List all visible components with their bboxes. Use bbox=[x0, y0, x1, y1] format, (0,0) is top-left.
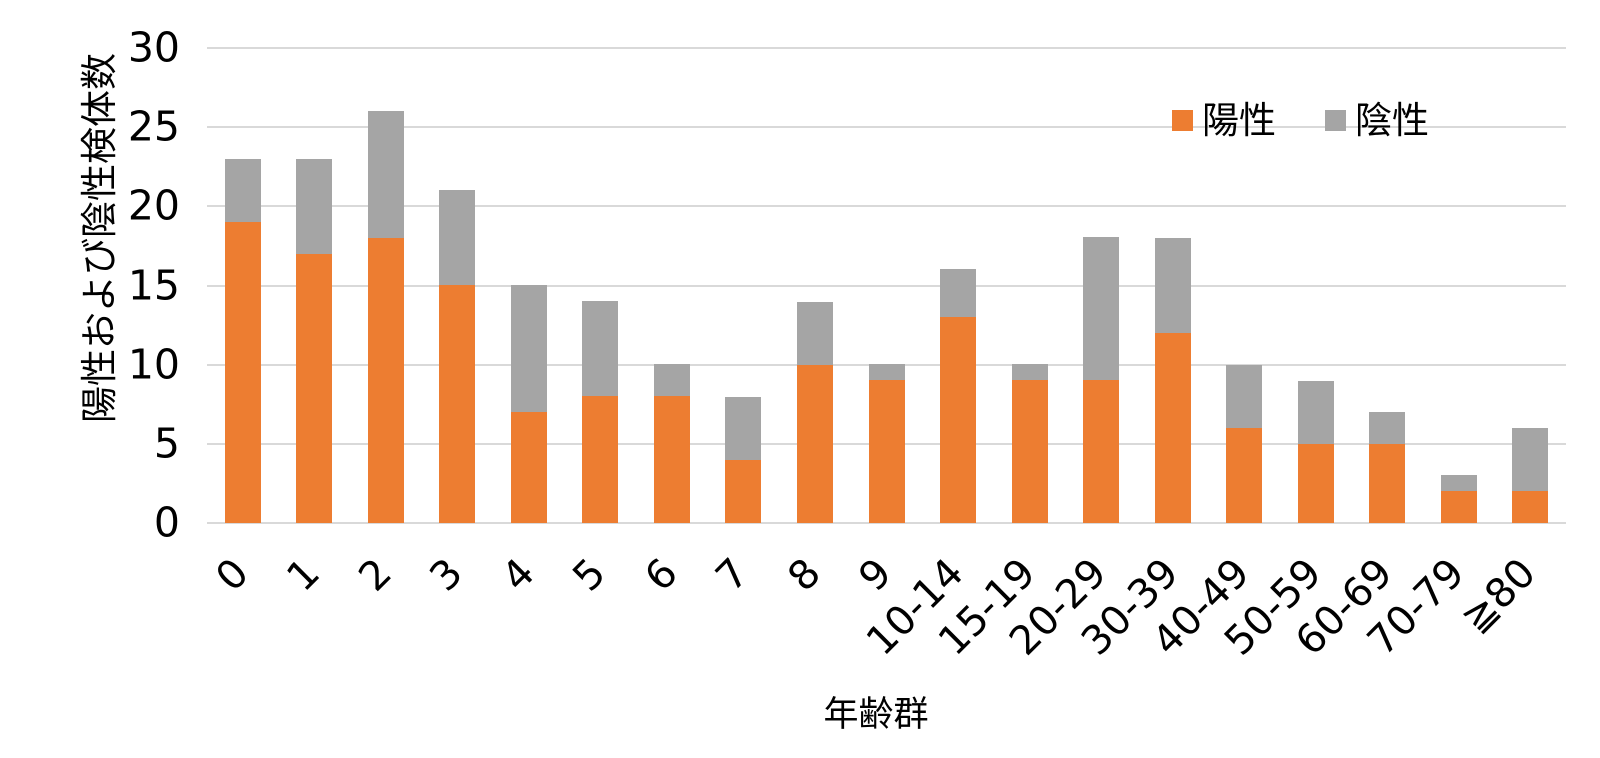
bar-segment-negative bbox=[940, 269, 976, 317]
x-axis-tick-label: 0 bbox=[206, 549, 258, 601]
gridline bbox=[207, 285, 1566, 287]
bar-segment-negative bbox=[869, 364, 905, 380]
bar-segment-negative bbox=[725, 397, 761, 460]
legend-swatch-positive bbox=[1172, 110, 1193, 131]
y-axis-tick-label: 30 bbox=[127, 23, 180, 72]
bar-segment-negative bbox=[439, 190, 475, 285]
bar-segment-positive bbox=[654, 396, 690, 523]
bar-segment-positive bbox=[1512, 491, 1548, 523]
bar-segment-positive bbox=[1155, 333, 1191, 523]
x-axis-tick-label: 3 bbox=[420, 549, 472, 601]
bar-segment-positive bbox=[725, 460, 761, 523]
bar-segment-negative bbox=[1155, 238, 1191, 333]
y-axis-tick-label: 5 bbox=[153, 419, 180, 468]
bar-segment-positive bbox=[1298, 444, 1334, 523]
bar-segment-negative bbox=[797, 302, 833, 365]
bar-segment-positive bbox=[582, 396, 618, 523]
bar-segment-negative bbox=[1012, 364, 1048, 380]
x-axis-tick-label: 7 bbox=[706, 549, 758, 601]
bar-segment-negative bbox=[1369, 412, 1405, 444]
y-axis-tick-label: 20 bbox=[127, 181, 180, 230]
bar-segment-negative bbox=[511, 285, 547, 412]
x-axis-tick-label: 2 bbox=[349, 549, 401, 601]
bar-segment-negative bbox=[1083, 237, 1119, 380]
x-axis-tick-label: 4 bbox=[492, 549, 544, 601]
bar-segment-positive bbox=[296, 254, 332, 523]
bar-segment-positive bbox=[940, 317, 976, 523]
x-axis-tick-label: 8 bbox=[778, 549, 830, 601]
bar-segment-positive bbox=[1369, 444, 1405, 523]
x-axis-tick-label: ≧80 bbox=[1452, 549, 1545, 643]
bar-segment-negative bbox=[1512, 428, 1548, 491]
bar-segment-positive bbox=[1226, 428, 1262, 523]
bar-segment-negative bbox=[368, 111, 404, 238]
bar-segment-negative bbox=[1441, 475, 1477, 491]
bar-segment-positive bbox=[797, 365, 833, 523]
legend-label-positive: 陽性 bbox=[1202, 99, 1276, 142]
legend-swatch-negative bbox=[1325, 110, 1346, 131]
bar-segment-negative bbox=[582, 301, 618, 396]
x-axis-line bbox=[207, 522, 1566, 524]
y-axis-tick-label: 25 bbox=[127, 102, 180, 151]
x-axis-tick-label: 6 bbox=[635, 549, 687, 601]
gridline bbox=[207, 47, 1566, 49]
bar-segment-positive bbox=[511, 412, 547, 523]
bar-segment-positive bbox=[1441, 491, 1477, 523]
x-axis-tick-label: 1 bbox=[277, 549, 329, 601]
bar-segment-negative bbox=[654, 364, 690, 396]
legend-label-negative: 陰性 bbox=[1355, 99, 1429, 142]
bar-segment-positive bbox=[225, 222, 261, 523]
plot-area bbox=[207, 47, 1566, 524]
bar-segment-negative bbox=[296, 159, 332, 254]
y-axis-tick-label: 10 bbox=[127, 340, 180, 389]
bar-segment-positive bbox=[439, 285, 475, 523]
x-axis-title: 年齢群 bbox=[823, 695, 929, 735]
bar-segment-negative bbox=[1226, 365, 1262, 428]
bar-segment-positive bbox=[1012, 380, 1048, 523]
bar-segment-positive bbox=[368, 238, 404, 523]
legend: 陽性 陰性 bbox=[1172, 102, 1429, 139]
gridline bbox=[207, 205, 1566, 207]
x-axis-tick-label: 9 bbox=[849, 549, 901, 601]
y-axis-tick-label: 15 bbox=[127, 261, 180, 310]
x-axis-tick-label: 5 bbox=[563, 549, 615, 601]
bar-segment-negative bbox=[1298, 381, 1334, 444]
bar-segment-positive bbox=[869, 380, 905, 523]
bar-segment-positive bbox=[1083, 380, 1119, 523]
y-axis-tick-label: 0 bbox=[153, 498, 180, 547]
bar-segment-negative bbox=[225, 159, 261, 222]
gridline bbox=[207, 126, 1566, 128]
